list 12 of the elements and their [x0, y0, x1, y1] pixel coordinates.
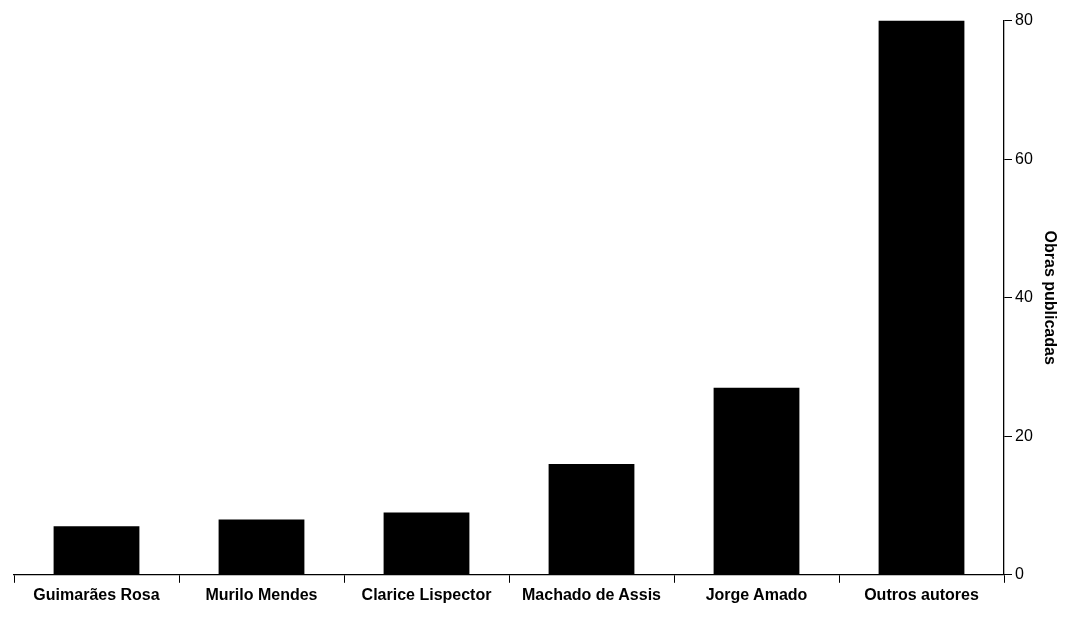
y-tick-label: 80	[1015, 11, 1033, 29]
x-tick-label: Outros autores	[864, 585, 979, 603]
x-tick-label: Guimarães Rosa	[33, 585, 160, 603]
y-tick-label: 40	[1015, 288, 1033, 306]
y-tick-label: 60	[1015, 149, 1033, 167]
y-tick-label: 0	[1015, 565, 1024, 583]
x-tick-label: Jorge Amado	[705, 585, 808, 603]
y-axis-title: Obras publicadas	[1041, 230, 1059, 365]
x-tick-label: Machado de Assis	[521, 585, 662, 603]
x-tick-label: Murilo Mendes	[205, 585, 318, 603]
y-tick-label: 20	[1015, 426, 1033, 444]
x-tick-label: Clarice Lispector	[361, 585, 492, 603]
